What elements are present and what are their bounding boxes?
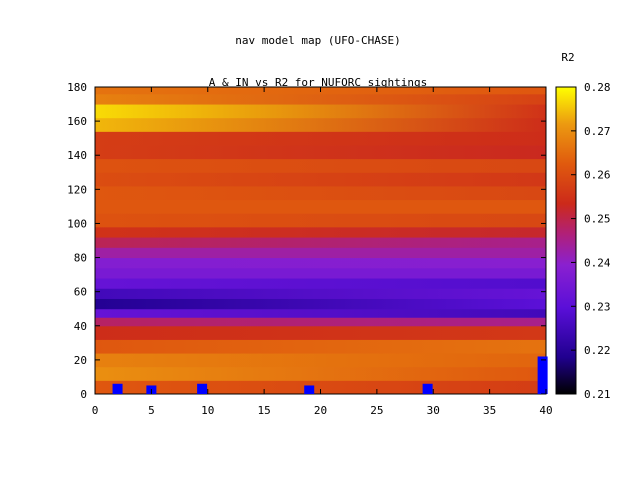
x-tick-label: 10: [201, 404, 214, 417]
x-tick-label: 25: [370, 404, 383, 417]
x-tick-label: 30: [427, 404, 440, 417]
heatmap-band: [95, 104, 546, 119]
x-tick-label: 0: [92, 404, 99, 417]
y-axis-ticks: 0 20 40 60 80 100 120 140 160 180: [67, 81, 546, 401]
x-tick-label: 5: [148, 404, 155, 417]
y-tick-label: 180: [67, 81, 87, 94]
overlay-bar: [304, 385, 315, 394]
heatmap-band: [95, 131, 546, 146]
heatmap-band: [95, 278, 546, 289]
heatmap-band: [95, 267, 546, 279]
heatmap-band: [95, 172, 546, 187]
plot-area: [95, 87, 546, 395]
y-tick-label: 120: [67, 183, 87, 196]
y-tick-label: 160: [67, 115, 87, 128]
heatmap-band: [95, 288, 546, 299]
colorbar-tick-label: 0.28: [584, 81, 611, 94]
y-tick-label: 40: [74, 320, 87, 333]
colorbar-label: R2: [561, 51, 574, 64]
heatmap-band: [95, 144, 546, 160]
heatmap-band: [95, 199, 546, 214]
chart-subtitle: A & IN vs R2 for NUFORC sightings: [209, 76, 428, 89]
heatmap-band: [95, 339, 546, 354]
overlay-bar: [112, 383, 123, 394]
heatmap-band: [95, 93, 546, 105]
heatmap-band: [95, 213, 546, 228]
colorbar-tick-label: 0.26: [584, 169, 611, 182]
overlay-bar: [537, 356, 548, 394]
y-tick-label: 60: [74, 286, 87, 299]
y-tick-label: 20: [74, 354, 87, 367]
colorbar-tick-label: 0.24: [584, 256, 611, 269]
heatmap-band: [95, 308, 546, 318]
overlay-bar: [197, 383, 208, 394]
colorbar-tick-label: 0.25: [584, 213, 611, 226]
heatmap-band: [95, 257, 546, 269]
heatmap-band: [95, 298, 546, 310]
heatmap-band: [95, 366, 546, 381]
heatmap-band: [95, 158, 546, 173]
y-tick-label: 100: [67, 217, 87, 230]
y-tick-label: 140: [67, 149, 87, 162]
colorbar-tick-label: 0.27: [584, 125, 611, 138]
x-axis-ticks: 0 5 10 15 20 25 30 35 40: [92, 87, 553, 417]
x-tick-label: 40: [539, 404, 552, 417]
heatmap-band: [95, 247, 546, 259]
y-tick-label: 80: [74, 252, 87, 265]
colorbar-tick-label: 0.23: [584, 300, 611, 313]
colorbar-tick-label: 0.22: [584, 344, 611, 357]
colorbar-tick-label: 0.21: [584, 388, 611, 401]
heatmap-band: [95, 226, 546, 238]
heatmap-band: [95, 185, 546, 201]
overlay-bar: [422, 383, 433, 394]
x-tick-label: 15: [258, 404, 271, 417]
heatmap-band: [95, 325, 546, 340]
chart-title: nav model map (UFO-CHASE): [235, 34, 401, 47]
colorbar: [555, 86, 577, 395]
y-tick-label: 0: [80, 388, 87, 401]
x-tick-label: 20: [314, 404, 327, 417]
heatmap-band: [95, 117, 546, 132]
x-tick-label: 35: [483, 404, 496, 417]
heatmap-band: [95, 317, 546, 327]
heatmap-band: [95, 353, 546, 368]
heatmap-band: [95, 237, 546, 248]
colorbar-ticks: 0.21 0.22 0.23 0.24 0.25 0.26 0.27 0.28: [571, 81, 611, 401]
